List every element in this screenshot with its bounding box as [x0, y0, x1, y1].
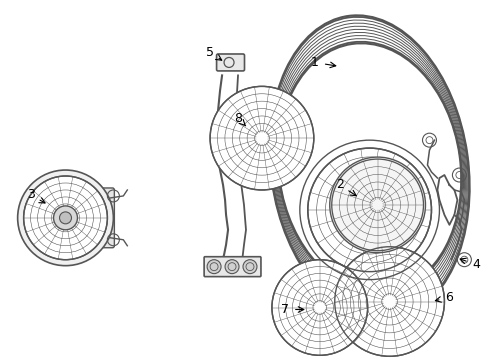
Circle shape	[210, 86, 314, 190]
Circle shape	[243, 260, 257, 274]
Text: 4: 4	[472, 258, 480, 271]
Text: 5: 5	[206, 46, 214, 59]
Circle shape	[272, 260, 368, 355]
Circle shape	[53, 206, 77, 230]
Text: 1: 1	[311, 56, 319, 69]
Circle shape	[332, 159, 423, 251]
Circle shape	[335, 247, 444, 356]
Text: 6: 6	[445, 291, 453, 304]
Text: 3: 3	[26, 188, 35, 202]
Text: 2: 2	[336, 179, 343, 192]
Text: 8: 8	[234, 112, 242, 125]
Circle shape	[207, 260, 221, 274]
Circle shape	[330, 157, 425, 253]
Circle shape	[59, 212, 72, 224]
Circle shape	[24, 176, 107, 260]
Circle shape	[18, 170, 113, 266]
Circle shape	[308, 148, 432, 272]
FancyBboxPatch shape	[204, 257, 261, 276]
Circle shape	[225, 260, 239, 274]
Text: 7: 7	[281, 303, 289, 316]
FancyBboxPatch shape	[217, 54, 245, 71]
FancyBboxPatch shape	[78, 188, 114, 248]
